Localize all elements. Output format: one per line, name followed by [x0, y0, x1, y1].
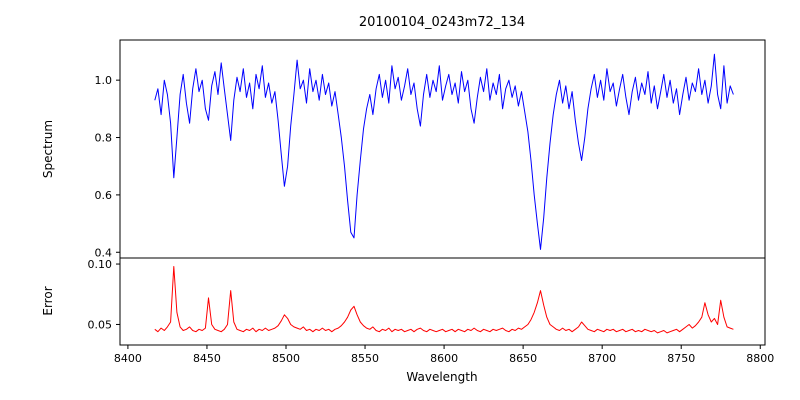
y-tick-label: 0.8: [95, 132, 113, 145]
x-tick-label: 8750: [667, 352, 695, 365]
x-tick-label: 8450: [193, 352, 221, 365]
x-axis-label: Wavelength: [406, 370, 477, 384]
axes-spine-error: [119, 257, 766, 346]
error-line: [154, 266, 734, 334]
x-tick-label: 8500: [272, 352, 300, 365]
chart-title: 20100104_0243m72_134: [359, 15, 525, 30]
y-tick-label: 0.6: [95, 189, 113, 202]
y-tick-label: 1.0: [95, 74, 113, 87]
y-axis-label-error: Error: [41, 286, 55, 315]
x-tick-label: 8600: [430, 352, 458, 365]
x-tick-label: 8400: [114, 352, 142, 365]
y-tick-label: 0.4: [95, 246, 113, 259]
plot-area: 0.4 0.6 0.8 1.0 0.05 0.10 8400 8450 8500 8550 8600…: [88, 39, 774, 365]
x-tick-label: 8650: [509, 352, 537, 365]
x-tick-label: 8550: [351, 352, 379, 365]
y-axis-label-spectrum: Spectrum: [41, 120, 55, 178]
y-tick-label: 0.10: [88, 258, 113, 271]
y-tick-label: 0.05: [88, 318, 113, 331]
x-tick-label: 8700: [588, 352, 616, 365]
x-tick-label: 8800: [746, 352, 774, 365]
axes-spine-spectrum: [119, 39, 766, 259]
spectrum-line: [154, 53, 734, 250]
